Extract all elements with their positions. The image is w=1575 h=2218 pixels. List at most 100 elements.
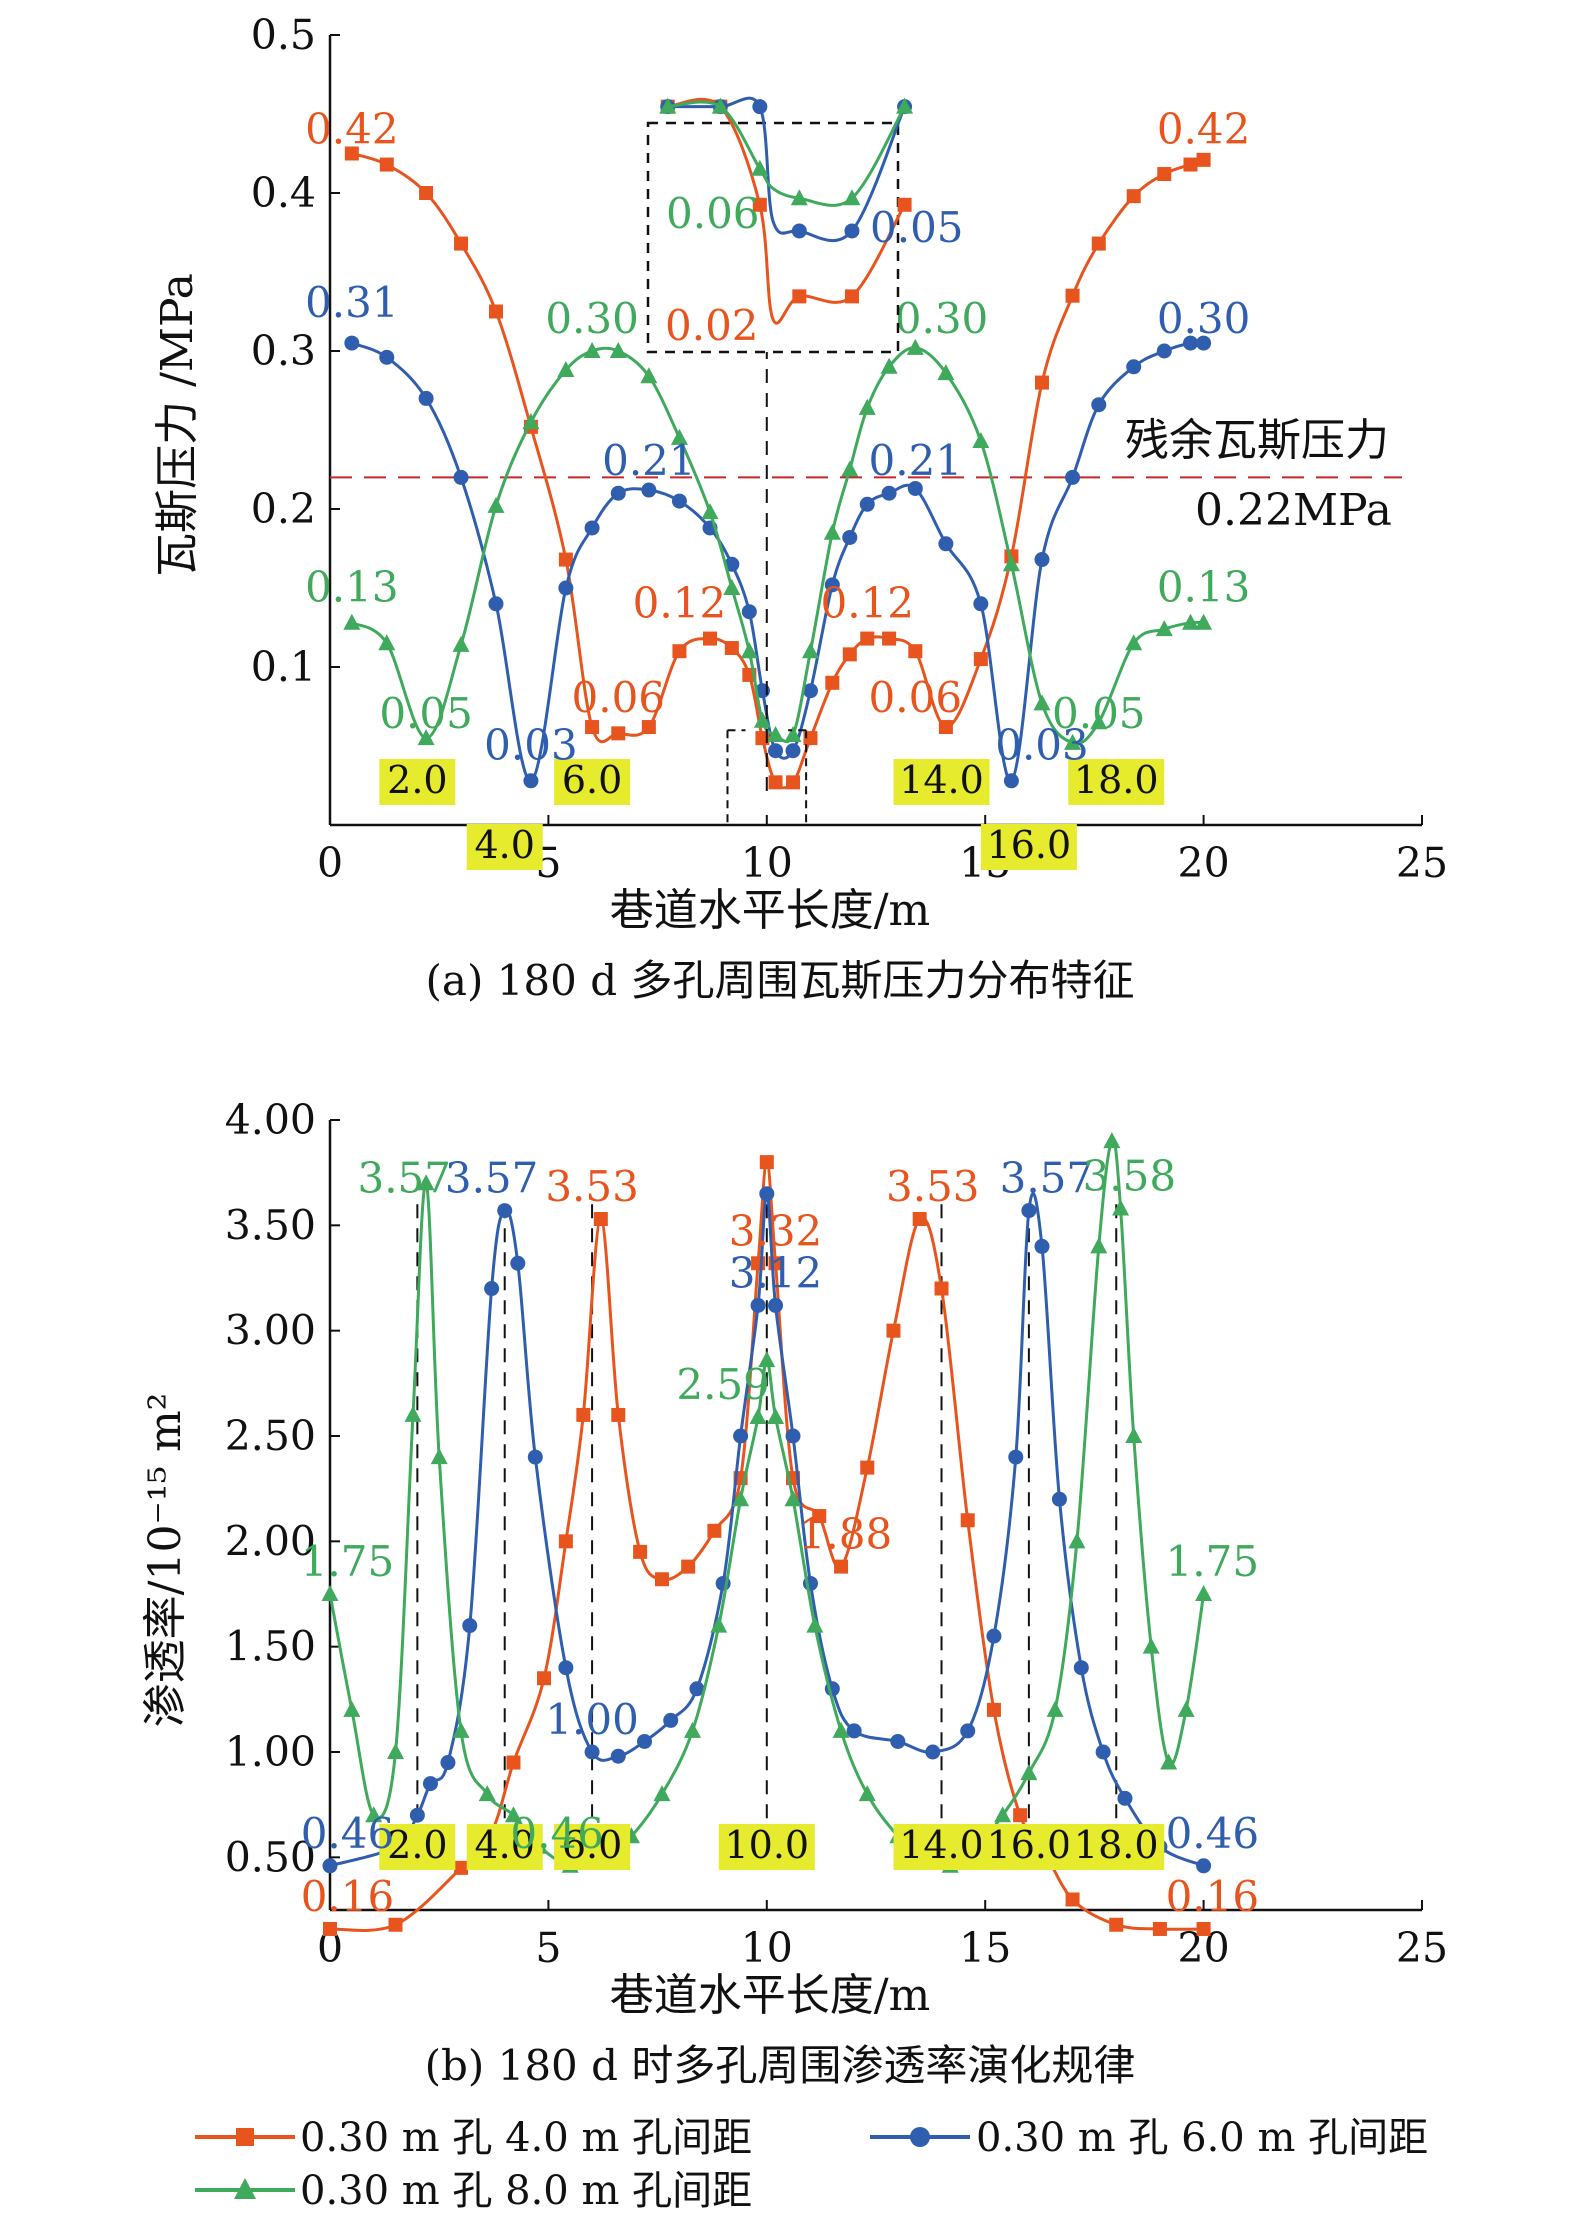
x-tick-label: 25 (1396, 839, 1448, 887)
data-point-s2 (610, 1748, 626, 1764)
data-point-s3 (701, 503, 719, 520)
data-point-s1 (860, 631, 875, 646)
chart-a-xlabel: 巷道水平长度/m (610, 885, 931, 936)
data-point-s1 (882, 631, 897, 646)
data-label: 0.31 (305, 278, 399, 327)
data-point-s2 (510, 1255, 526, 1271)
data-point-s2 (610, 485, 626, 501)
data-point-s1 (454, 1860, 469, 1875)
data-label: 0.42 (1157, 104, 1251, 153)
data-label: 0.06 (572, 673, 666, 722)
data-point-s1 (576, 1407, 591, 1422)
inset-point-s2 (844, 223, 860, 239)
data-point-s2 (409, 1807, 425, 1823)
data-point-s2 (379, 349, 395, 365)
legend-item-s3: 0.30 m 孔 8.0 m 孔间距 (195, 2168, 752, 2214)
hole-position-highlight (893, 759, 990, 805)
data-point-s3 (858, 1785, 876, 1802)
data-label: 3.32 (729, 1206, 823, 1255)
data-point-s3 (1181, 613, 1199, 630)
data-label: 0.03 (995, 721, 1089, 770)
hole-position-highlight (379, 1824, 456, 1870)
data-point-s3 (1090, 713, 1108, 730)
data-point-s2 (785, 1428, 801, 1444)
data-point-s3 (343, 1700, 361, 1717)
legend-marker-s2 (910, 2127, 930, 2147)
data-label: 0.06 (869, 673, 963, 722)
data-label: 0.46 (1166, 1809, 1260, 1858)
data-point-s3 (343, 613, 361, 630)
chart-a-ylabel: 瓦斯压力 /MPa (152, 273, 203, 577)
data-label: 0.16 (301, 1872, 395, 1921)
data-point-s2 (938, 536, 954, 552)
hole-position-label: 6.0 (562, 1823, 622, 1867)
inset-point-s1 (792, 289, 807, 304)
data-point-s3 (880, 357, 898, 374)
data-point-s3 (1103, 1132, 1121, 1149)
data-label: 3.57 (1000, 1154, 1094, 1203)
data-label: 3.53 (886, 1162, 980, 1211)
data-point-s3 (404, 1405, 422, 1422)
data-point-s2 (462, 1618, 478, 1634)
data-point-s1 (938, 720, 953, 735)
data-point-s2 (1196, 335, 1212, 351)
data-point-s2 (488, 596, 504, 612)
legend-item-s1: 0.30 m 孔 4.0 m 孔间距 (195, 2115, 752, 2161)
data-point-s3 (653, 1785, 671, 1802)
data-point-s2 (1034, 1238, 1050, 1254)
x-tick-label: 15 (959, 1924, 1011, 1972)
data-point-s3 (1068, 1532, 1086, 1549)
data-point-s1 (703, 631, 718, 646)
data-point-s2 (1034, 552, 1050, 568)
data-point-s3 (801, 642, 819, 659)
data-label: 2.59 (676, 1360, 770, 1409)
data-point-s1 (537, 1671, 552, 1686)
y-tick-label: 0.1 (251, 643, 316, 691)
series-s3 (343, 338, 1213, 750)
legend-marker-s3 (234, 2178, 256, 2199)
hole-position-label: 4.0 (475, 823, 535, 867)
data-point-s1 (506, 1755, 521, 1770)
data-point-s1 (1196, 152, 1211, 167)
data-point-s2 (641, 482, 657, 498)
data-point-s3 (684, 1721, 702, 1738)
data-label: 3.57 (445, 1154, 539, 1203)
data-label: 0.30 (1157, 294, 1251, 343)
legend-item-s2: 0.30 m 孔 6.0 m 孔间距 (870, 2115, 1428, 2161)
data-point-s2 (1182, 335, 1198, 351)
y-tick-label: 0.3 (251, 327, 316, 375)
hole-position-label: 18.0 (1074, 1823, 1159, 1867)
data-point-s3 (906, 338, 924, 355)
data-label: 0.30 (545, 294, 639, 343)
y-tick-label: 4.00 (225, 1096, 316, 1144)
y-tick-label: 3.50 (225, 1201, 316, 1249)
data-point-s3 (972, 432, 990, 449)
data-point-s1 (654, 1572, 669, 1587)
data-point-s3 (1155, 620, 1173, 637)
data-point-s2 (881, 485, 897, 501)
data-point-s1 (768, 775, 783, 790)
data-point-s1 (344, 146, 359, 161)
inset-data-label: 0.05 (870, 203, 964, 252)
data-point-s2 (1065, 469, 1081, 485)
data-point-s3 (378, 634, 396, 651)
hole-position-highlight (1068, 1824, 1165, 1870)
data-point-s3 (1160, 1753, 1178, 1770)
hole-position-label: 14.0 (899, 758, 984, 802)
data-point-s3 (1046, 1700, 1064, 1717)
data-point-s1 (1034, 375, 1049, 390)
data-point-s1 (886, 1323, 901, 1338)
x-tick-label: 10 (741, 1924, 793, 1972)
chart-b-caption: (b) 180 d 时多孔周围渗透率演化规律 (425, 2041, 1136, 2090)
data-point-s1 (973, 652, 988, 667)
data-point-s2 (422, 1776, 438, 1792)
hole-position-highlight (466, 824, 543, 870)
data-point-s2 (846, 1723, 862, 1739)
inset-point-s3 (711, 97, 729, 114)
y-tick-label: 1.50 (225, 1623, 316, 1671)
data-point-s2 (741, 604, 757, 620)
data-point-s1 (759, 1155, 774, 1170)
data-point-s3 (321, 1585, 339, 1601)
data-point-s2 (584, 1744, 600, 1760)
data-point-s2 (733, 1428, 749, 1444)
